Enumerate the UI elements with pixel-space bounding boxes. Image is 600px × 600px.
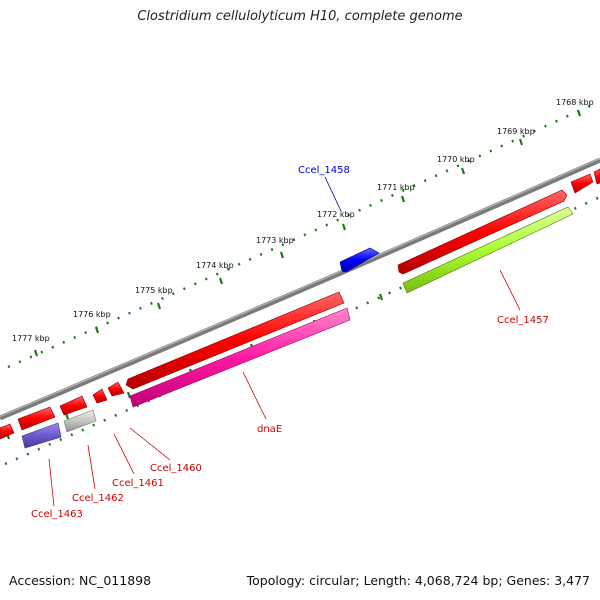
genome-backbone [0, 157, 600, 421]
kbp-label: 1769 kbp [497, 127, 535, 136]
feature-ccel-1463[interactable] [21, 422, 62, 449]
kbp-label: 1774 kbp [196, 261, 234, 270]
gene-cds-forward[interactable] [0, 423, 15, 440]
kbp-label: 1773 kbp [256, 236, 294, 245]
label-leader-ccel-1458 [324, 176, 342, 212]
kbp-label: 1770 kbp [437, 155, 475, 164]
feature-dnae[interactable] [129, 307, 351, 408]
kbp-label: 1768 kbp [556, 98, 594, 107]
gene-ccel-1461[interactable] [92, 388, 108, 404]
label-leader-ccel-1462 [87, 444, 96, 490]
gene-cds-forward[interactable] [397, 189, 568, 275]
gene-cds-forward[interactable] [593, 168, 600, 185]
gene-label-ccel-1463: Ccel_1463 [31, 509, 83, 520]
kbp-label: 1775 kbp [135, 286, 173, 295]
gene-cds-forward[interactable] [570, 173, 594, 194]
gene-label-ccel-1462: Ccel_1462 [72, 493, 124, 504]
kbp-label: 1772 kbp [317, 210, 355, 219]
gene-ccel-1463[interactable] [17, 406, 56, 431]
accession-text: Accession: NC_011898 [9, 573, 152, 588]
gene-label-ccel-1458: Ccel_1458 [298, 165, 350, 176]
feature-ccel-1457[interactable] [402, 206, 574, 294]
gene-ccel-1458[interactable] [339, 247, 380, 273]
gene-label-ccel-1457: Ccel_1457 [497, 315, 549, 326]
label-leader-dnae [242, 371, 267, 420]
kbp-label: 1776 kbp [73, 310, 111, 319]
label-leader-ccel-1461 [113, 433, 135, 475]
gene-label-ccel-1461: Ccel_1461 [112, 478, 164, 489]
gene-ccel-1460[interactable] [107, 381, 125, 397]
scale-ticks-outer [33, 109, 582, 357]
feature-ccel-1462[interactable] [63, 409, 97, 433]
label-leader-ccel-1463 [48, 458, 55, 507]
gene-label-ccel-1460: Ccel_1460 [150, 463, 202, 474]
genome-summary-text: Topology: circular; Length: 4,068,724 bp… [246, 573, 590, 588]
kbp-label: 1777 kbp [12, 334, 50, 343]
kbp-label: 1771 kbp [377, 183, 415, 192]
gene-label-dnae: dnaE [257, 424, 282, 435]
map-title: Clostridium cellulolyticum H10, complete… [137, 9, 463, 24]
label-leader-ccel-1457 [499, 269, 521, 311]
label-leader-ccel-1460 [129, 427, 171, 461]
gene-dnae[interactable] [125, 291, 345, 390]
gene-ccel-1462[interactable] [59, 395, 88, 416]
